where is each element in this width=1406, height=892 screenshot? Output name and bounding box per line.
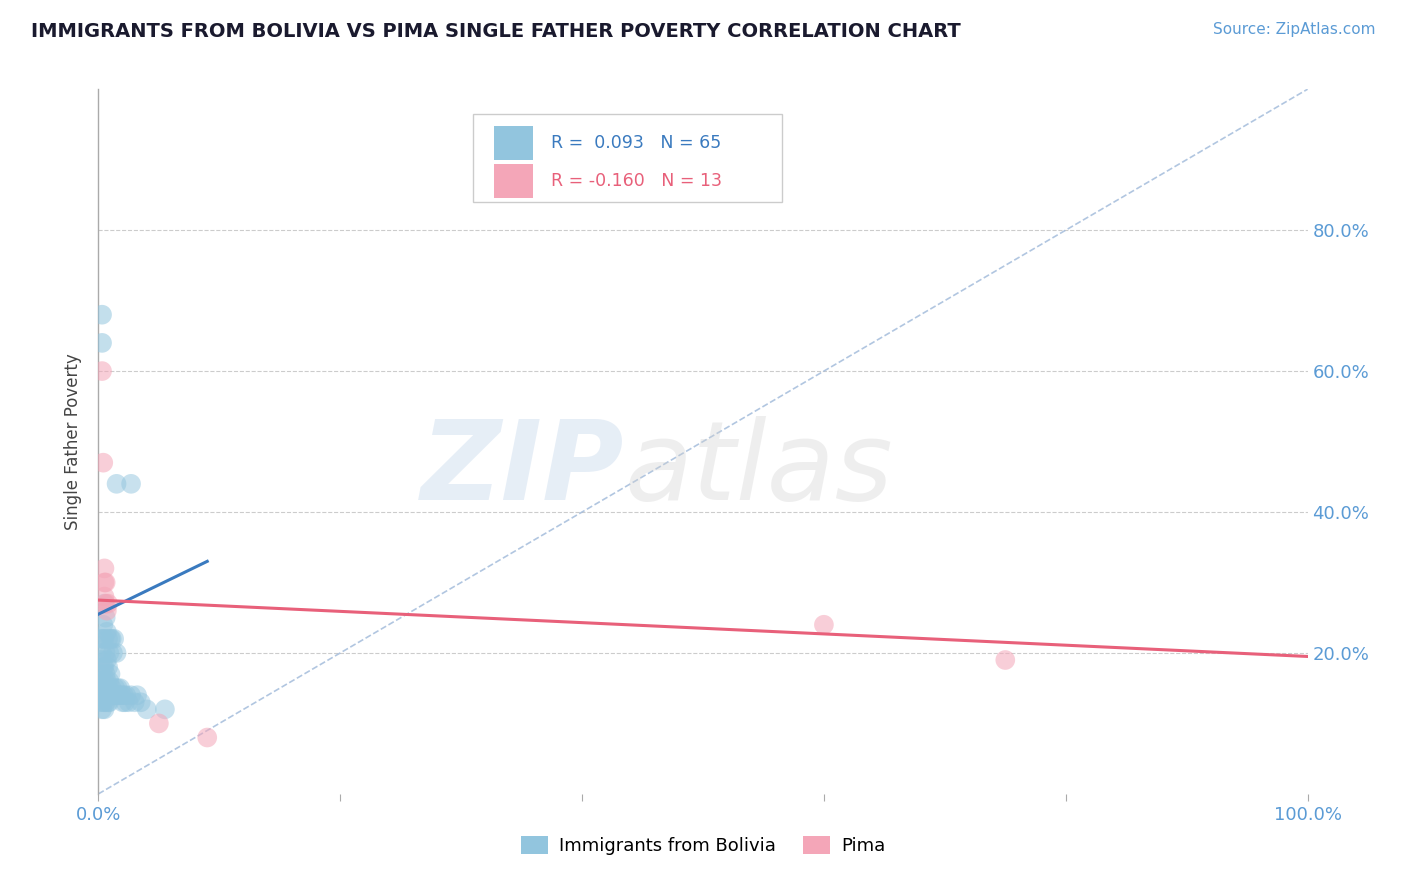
Point [114, 695, 136, 709]
Point [91, 674, 114, 689]
Point [91, 335, 114, 350]
Point [96, 604, 118, 618]
Point [97, 681, 120, 696]
Point [103, 688, 125, 702]
Point [148, 716, 170, 731]
Text: R = -0.160   N = 13: R = -0.160 N = 13 [551, 171, 721, 190]
Point [93, 590, 115, 604]
Point [110, 688, 132, 702]
Legend: Immigrants from Bolivia, Pima: Immigrants from Bolivia, Pima [513, 829, 893, 863]
Point [96, 653, 118, 667]
Point [97, 632, 120, 646]
FancyBboxPatch shape [494, 127, 533, 161]
Point [93, 702, 115, 716]
FancyBboxPatch shape [494, 164, 533, 197]
Point [93, 597, 115, 611]
Point [96, 688, 118, 702]
Point [93, 561, 115, 575]
Point [108, 681, 131, 696]
Point [112, 688, 135, 702]
Point [91, 308, 114, 322]
Point [100, 688, 122, 702]
Point [100, 681, 122, 696]
Point [94, 681, 117, 696]
Point [97, 597, 120, 611]
Point [91, 681, 114, 696]
Point [94, 597, 117, 611]
Point [105, 646, 128, 660]
Point [96, 624, 118, 639]
Text: IMMIGRANTS FROM BOLIVIA VS PIMA SINGLE FATHER POVERTY CORRELATION CHART: IMMIGRANTS FROM BOLIVIA VS PIMA SINGLE F… [31, 22, 960, 41]
Point [98, 674, 121, 689]
Point [91, 646, 114, 660]
Point [813, 617, 835, 632]
Point [94, 667, 117, 681]
Point [94, 610, 117, 624]
Point [100, 632, 122, 646]
Point [104, 681, 127, 696]
Point [120, 688, 142, 702]
Point [105, 476, 128, 491]
Point [91, 617, 114, 632]
Point [195, 731, 218, 745]
Point [91, 364, 114, 378]
Point [135, 702, 157, 716]
Point [97, 695, 120, 709]
Point [93, 632, 115, 646]
Text: R =  0.093   N = 65: R = 0.093 N = 65 [551, 135, 721, 153]
Text: ZIP: ZIP [420, 417, 624, 524]
Point [994, 653, 1017, 667]
Point [90, 653, 112, 667]
Point [91, 456, 114, 470]
Point [93, 688, 115, 702]
Point [89, 674, 111, 689]
Point [129, 695, 152, 709]
Point [91, 632, 114, 646]
Text: Source: ZipAtlas.com: Source: ZipAtlas.com [1212, 22, 1375, 37]
Point [118, 695, 141, 709]
Point [101, 646, 124, 660]
Point [90, 667, 112, 681]
FancyBboxPatch shape [474, 114, 782, 202]
Point [153, 702, 176, 716]
Point [98, 646, 121, 660]
Point [91, 660, 114, 674]
Point [91, 695, 114, 709]
Point [127, 688, 149, 702]
Point [93, 575, 115, 590]
Point [108, 688, 131, 702]
Point [98, 695, 121, 709]
Point [94, 695, 117, 709]
Text: atlas: atlas [624, 417, 893, 524]
Point [97, 660, 120, 674]
Point [101, 688, 124, 702]
Point [93, 674, 115, 689]
Point [120, 476, 142, 491]
Point [91, 702, 114, 716]
Point [94, 575, 117, 590]
Point [90, 695, 112, 709]
Point [94, 646, 117, 660]
Point [100, 632, 122, 646]
Point [103, 632, 125, 646]
Point [124, 695, 146, 709]
Point [100, 667, 122, 681]
Point [96, 674, 118, 689]
Point [107, 681, 129, 696]
Y-axis label: Single Father Poverty: Single Father Poverty [65, 353, 83, 530]
Point [93, 660, 115, 674]
Point [91, 688, 114, 702]
Point [90, 632, 112, 646]
Point [89, 688, 111, 702]
Point [115, 688, 138, 702]
Point [111, 695, 134, 709]
Point [90, 681, 112, 696]
Point [105, 688, 128, 702]
